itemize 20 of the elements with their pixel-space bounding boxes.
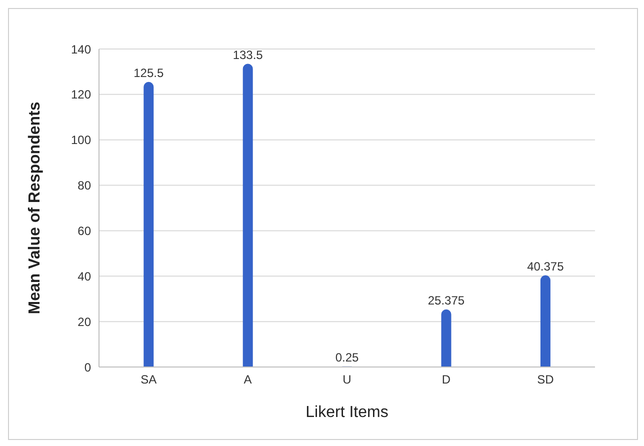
x-tick-label: U	[342, 372, 352, 387]
y-tick-label: 40	[78, 269, 92, 284]
y-tick-label: 80	[78, 178, 92, 193]
data-label: 125.5	[134, 66, 164, 80]
x-tick-label: A	[244, 372, 252, 387]
y-tick-label: 100	[70, 133, 92, 148]
y-tick-label: 60	[78, 224, 92, 238]
data-label: 25.375	[428, 293, 465, 308]
y-tick-label: 20	[78, 314, 92, 329]
x-tick-label: D	[442, 372, 451, 387]
x-tick-label: SD	[537, 372, 554, 387]
y-tick-label: 0	[84, 360, 92, 374]
y-axis-title: Mean Value of Respondents	[26, 102, 44, 314]
data-label: 40.375	[527, 259, 564, 274]
y-tick-label: 140	[70, 42, 92, 56]
x-tick-label: SA	[140, 372, 157, 387]
x-axis-title: Likert Items	[306, 404, 388, 421]
data-label: 0.25	[335, 350, 360, 364]
data-label: 133.5	[232, 48, 264, 62]
y-tick-label: 120	[70, 88, 92, 102]
